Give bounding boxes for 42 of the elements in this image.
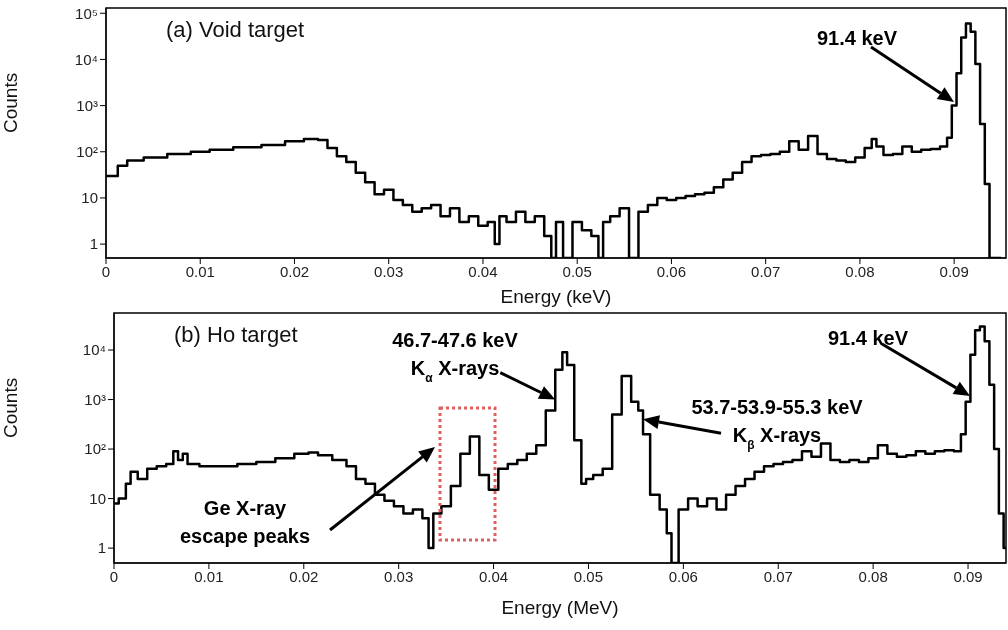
annotation: 53.7-53.9-55.3 keV K$_{β}$ X-rays (691, 396, 864, 452)
x-tick-label: 0.05 (562, 262, 592, 280)
x-tick-label: 0.07 (751, 262, 781, 280)
y-tick-label: 10 (89, 489, 106, 507)
y-tick-label: 10² (76, 143, 98, 161)
x-tick-label: 0.05 (573, 567, 604, 585)
x-tick-label: 0 (101, 262, 111, 280)
y-tick-label: 10² (84, 440, 106, 458)
x-tick-label: 0.03 (374, 262, 404, 280)
x-tick-label: 0.09 (953, 567, 983, 585)
y-tick-label: 1 (97, 539, 106, 557)
x-tick-label: 0.02 (279, 262, 310, 280)
y-tick-label: 10³ (84, 390, 106, 408)
annotation: 91.4 keV (816, 27, 898, 49)
x-tick-label: 0 (109, 567, 119, 585)
x-tick-label: 0.06 (656, 262, 687, 280)
y-tick-label: 10³ (76, 96, 98, 114)
annotation: 46.7-47.6 keV K$_{α}$ X-rays (392, 329, 519, 385)
chart-title: (b) Ho target (174, 322, 298, 347)
y-tick-label: 10 (81, 189, 98, 207)
x-tick-label: 0.06 (668, 567, 698, 585)
y-tick-label: 1 (89, 235, 98, 253)
x-tick-label: 0.08 (845, 262, 875, 280)
y-tick-label: 10⁴ (74, 50, 98, 68)
x-tick-label: 0.07 (763, 567, 793, 585)
y-tick-label: 10⁵ (75, 4, 98, 22)
annotation: 91.4 keV (827, 327, 909, 349)
x-tick-label: 0.04 (478, 567, 509, 585)
x-tick-label: 0.03 (384, 567, 414, 585)
x-axis-title: Energy (keV) (500, 286, 612, 307)
x-tick-label: 0.01 (194, 567, 224, 585)
x-tick-label: 0.01 (185, 262, 215, 280)
x-tick-label: 0.09 (939, 262, 969, 280)
x-tick-label: 0.02 (289, 567, 319, 585)
annotation: Ge X-ray escape peaks (179, 497, 311, 547)
y-axis-title: Counts (0, 72, 21, 133)
y-axis-title: Counts (0, 377, 21, 438)
x-tick-label: 0.08 (858, 567, 888, 585)
x-axis-title: Energy (MeV) (501, 597, 619, 618)
chart-title: (a) Void target (166, 17, 305, 42)
x-tick-label: 0.04 (468, 262, 498, 280)
y-tick-label: 10⁴ (82, 341, 106, 359)
